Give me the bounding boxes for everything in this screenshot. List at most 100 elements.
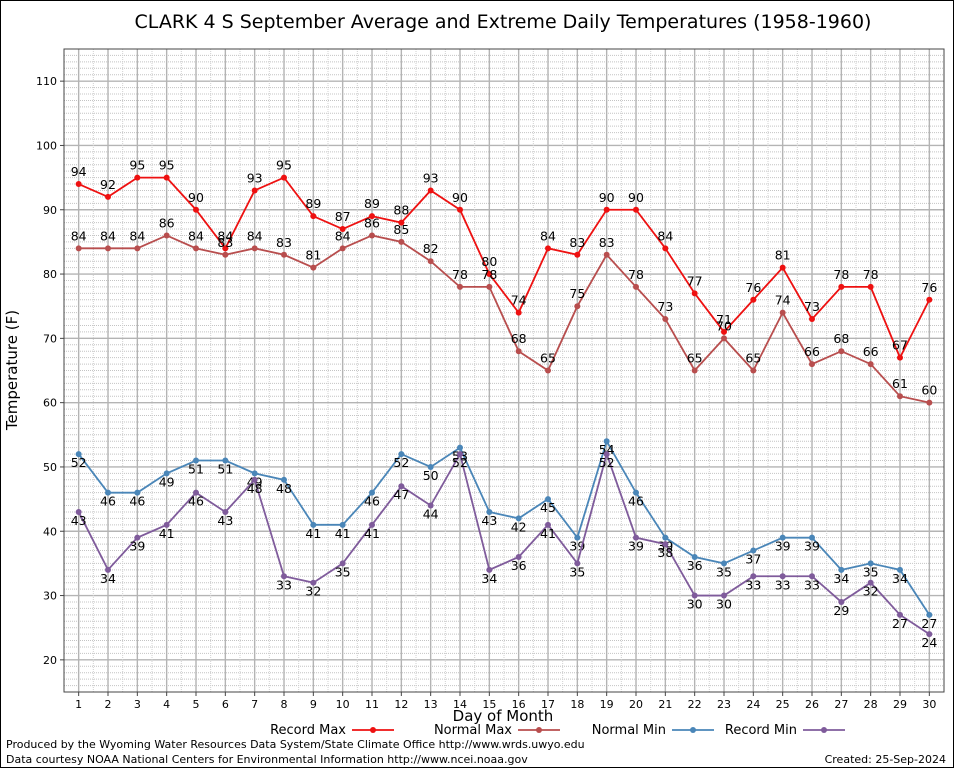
x-tick-label: 17 (541, 698, 555, 711)
legend-label: Normal Min (592, 723, 666, 738)
x-axis-ticks: 1 2 3 4 5 6 7 8 9 10 11 12 13 14 15 16 17 18 19 20 21 22 23 24 2… (75, 692, 936, 711)
data-label: 86 (159, 215, 175, 230)
data-point (134, 174, 141, 181)
data-point (515, 348, 522, 355)
data-point (691, 290, 698, 297)
data-label: 34 (833, 571, 849, 586)
data-label: 87 (335, 209, 351, 224)
data-point (281, 251, 287, 258)
data-point (369, 521, 375, 528)
data-point (75, 508, 82, 515)
data-label: 50 (423, 468, 439, 483)
data-label: 27 (921, 616, 937, 631)
footer-created-date: Created: 25-Sep-2024 (824, 753, 946, 766)
x-axis-label: Day of Month (453, 707, 554, 725)
x-tick-label: 21 (658, 698, 672, 711)
data-point (545, 367, 551, 374)
data-point (105, 566, 111, 573)
data-label: 48 (247, 481, 263, 496)
data-point (867, 579, 874, 586)
chart-grid (64, 49, 944, 692)
y-tick-label: 60 (43, 397, 57, 410)
data-label: 74 (511, 293, 527, 308)
data-label: 41 (540, 526, 556, 541)
x-tick-label: 3 (134, 698, 141, 711)
y-tick-label: 40 (43, 525, 57, 538)
data-label: 78 (628, 267, 644, 282)
data-point (574, 534, 581, 541)
data-point (222, 251, 229, 258)
data-label: 84 (540, 228, 556, 243)
data-label: 30 (687, 597, 703, 612)
data-label: 36 (511, 558, 527, 573)
data-point (222, 245, 229, 252)
data-point (897, 354, 903, 361)
data-point (809, 316, 815, 323)
data-point (838, 598, 845, 605)
data-label: 76 (745, 280, 761, 295)
x-tick-label: 26 (805, 698, 819, 711)
series-line (78, 234, 930, 404)
data-label: 90 (628, 190, 644, 205)
y-tick-label: 110 (36, 75, 57, 88)
data-label: 73 (804, 299, 820, 314)
data-label: 35 (335, 564, 351, 579)
data-point (163, 521, 170, 528)
data-label: 39 (628, 539, 644, 554)
data-point (926, 399, 933, 406)
x-tick-label: 15 (482, 698, 496, 711)
data-point (486, 283, 493, 290)
data-point (662, 316, 669, 323)
footer-data-source: Data courtesy NOAA National Centers for … (6, 753, 528, 766)
data-label: 30 (716, 597, 732, 612)
data-label: 84 (247, 228, 263, 243)
data-point (721, 592, 727, 599)
data-label: 84 (657, 228, 673, 243)
data-label: 24 (921, 635, 937, 650)
x-tick-label: 27 (834, 698, 848, 711)
x-tick-label: 12 (394, 698, 408, 711)
data-label: 34 (481, 571, 497, 586)
x-tick-label: 18 (570, 698, 584, 711)
y-tick-label: 100 (36, 139, 57, 152)
data-label: 60 (921, 383, 937, 398)
data-point (310, 579, 317, 586)
data-label: 27 (892, 616, 908, 631)
data-point (897, 611, 903, 618)
x-tick-label: 4 (163, 698, 170, 711)
data-label: 92 (100, 177, 116, 192)
data-point (486, 566, 493, 573)
data-point (662, 541, 669, 548)
data-label: 48 (276, 481, 292, 496)
data-label: 29 (833, 603, 849, 618)
data-point (134, 489, 141, 496)
x-tick-label: 28 (864, 698, 878, 711)
x-tick-label: 8 (281, 698, 288, 711)
data-point (163, 470, 170, 477)
data-point (193, 457, 199, 464)
data-label: 66 (863, 344, 879, 359)
x-tick-label: 22 (688, 698, 702, 711)
data-point (398, 483, 405, 490)
data-point (750, 573, 757, 580)
data-label: 44 (423, 507, 439, 522)
data-label: 67 (892, 338, 908, 353)
data-label: 33 (276, 577, 292, 592)
x-tick-label: 25 (776, 698, 790, 711)
plot-area (63, 48, 945, 693)
data-point (75, 181, 82, 188)
data-label: 46 (100, 494, 116, 509)
chart-title: CLARK 4 S September Average and Extreme … (135, 11, 872, 33)
data-point (281, 174, 287, 181)
data-label: 34 (100, 571, 116, 586)
data-label: 32 (863, 584, 879, 599)
data-point (545, 521, 551, 528)
data-point (398, 238, 405, 245)
y-tick-label: 20 (43, 654, 57, 667)
x-tick-label: 7 (251, 698, 258, 711)
legend-item: Record Max (270, 723, 394, 738)
data-point (603, 438, 610, 445)
data-label: 43 (481, 513, 497, 528)
data-label: 70 (716, 318, 732, 333)
data-label: 39 (129, 539, 145, 554)
